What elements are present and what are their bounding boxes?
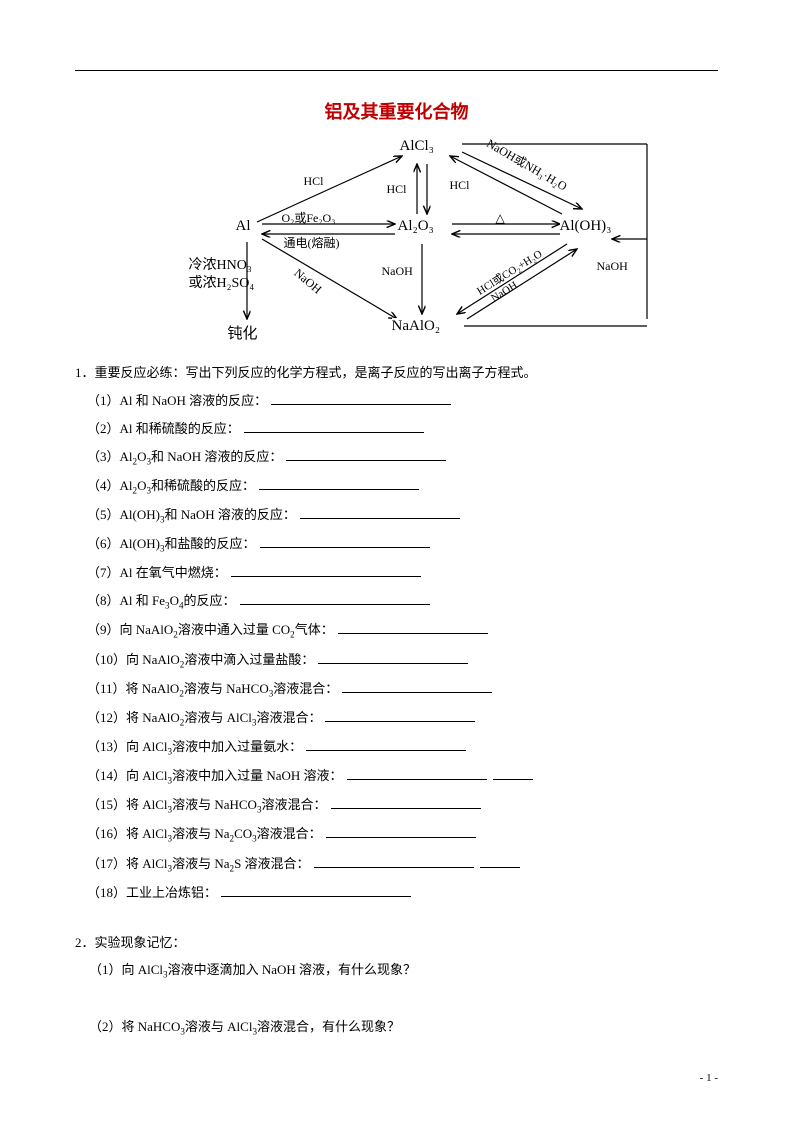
q1-item-text: （15）将 AlCl3溶液与 NaHCO3溶液混合： xyxy=(87,797,327,812)
question-2: 2．实验现象记忆： （1）向 AlCl3溶液中逐滴加入 NaOH 溶液，有什么现… xyxy=(75,929,718,1042)
q1-item-text: （9）向 NaAlO2溶液中通入过量 CO2气体： xyxy=(87,622,334,637)
q1-item: （5）Al(OH)3和 NaOH 溶液的反应： xyxy=(75,501,718,530)
q1-item: （11）将 NaAlO2溶液与 NaHCO3溶液混合： xyxy=(75,675,718,704)
q1-item: （16）将 AlCl3溶液与 Na2CO3溶液混合： xyxy=(75,820,718,849)
answer-blank[interactable] xyxy=(325,709,475,722)
q1-item: （8）Al 和 Fe3O4的反应： xyxy=(75,587,718,616)
answer-blank[interactable] xyxy=(271,392,451,405)
q1-item-text: （12）将 NaAlO2溶液与 AlCl3溶液混合： xyxy=(87,710,321,725)
node-aloh3: Al(OH)₃ xyxy=(560,218,612,235)
node-passivation: 钝化 xyxy=(228,322,258,343)
q1-item-text: （1）Al 和 NaOH 溶液的反应： xyxy=(87,393,267,408)
answer-blank[interactable] xyxy=(318,651,468,664)
lbl-delta: △ xyxy=(496,211,505,226)
q1-item-text: （14）向 AlCl3溶液中加入过量 NaOH 溶液： xyxy=(87,768,343,783)
answer-blank[interactable] xyxy=(300,506,460,519)
answer-blank[interactable] xyxy=(314,855,474,868)
node-al: Al xyxy=(236,218,251,235)
lbl-electrolysis: 通电(熔融) xyxy=(284,234,340,251)
node-naalo2: NaAlO₂ xyxy=(392,318,441,335)
lbl-cold-hno3: 冷浓HNO₃ xyxy=(189,254,252,274)
answer-blank[interactable] xyxy=(480,855,520,868)
question-1: 1．重要反应必练：写出下列反应的化学方程式，是离子反应的写出离子方程式。 （1）… xyxy=(75,359,718,907)
answer-blank[interactable] xyxy=(286,448,446,461)
answer-blank[interactable] xyxy=(260,535,430,548)
q1-item: （17）将 AlCl3溶液与 Na2S 溶液混合： xyxy=(75,850,718,879)
q2-prompt: 2．实验现象记忆： xyxy=(75,929,718,956)
q1-item-text: （16）将 AlCl3溶液与 Na2CO3溶液混合： xyxy=(87,826,322,841)
q1-item: （1）Al 和 NaOH 溶液的反应： xyxy=(75,387,718,415)
reaction-diagram: AlCl₃ Al Al₂O₃ Al(OH)₃ 钝化 NaAlO₂ HCl HCl… xyxy=(135,134,718,349)
answer-blank[interactable] xyxy=(259,477,419,490)
q1-item: （9）向 NaAlO2溶液中通入过量 CO2气体： xyxy=(75,616,718,645)
lbl-hcl-right: HCl xyxy=(450,178,470,193)
q1-item: （4）Al2O3和稀硫酸的反应： xyxy=(75,472,718,501)
node-alcl3: AlCl₃ xyxy=(400,138,434,155)
q1-item-text: （17）将 AlCl3溶液与 Na2S 溶液混合： xyxy=(87,856,310,871)
q1-item: （14）向 AlCl3溶液中加入过量 NaOH 溶液： xyxy=(75,762,718,791)
node-al2o3: Al₂O₃ xyxy=(398,218,434,235)
q1-item-text: （10）向 NaAlO2溶液中滴入过量盐酸： xyxy=(87,652,314,667)
q1-item-text: （11）将 NaAlO2溶液与 NaHCO3溶液混合： xyxy=(87,681,338,696)
q1-item-text: （13）向 AlCl3溶液中加入过量氨水： xyxy=(87,739,302,754)
q1-item: （18）工业上冶炼铝： xyxy=(75,879,718,907)
answer-blank[interactable] xyxy=(493,767,533,780)
page-number: - 1 - xyxy=(700,1072,718,1084)
q1-item-text: （6）Al(OH)3和盐酸的反应： xyxy=(87,536,256,551)
diagram-arrows xyxy=(192,134,662,349)
answer-blank[interactable] xyxy=(326,825,476,838)
q1-item-text: （8）Al 和 Fe3O4的反应： xyxy=(87,593,236,608)
page-title: 铝及其重要化合物 xyxy=(75,98,718,124)
q1-item: （6）Al(OH)3和盐酸的反应： xyxy=(75,530,718,559)
q1-item: （3）Al2O3和 NaOH 溶液的反应： xyxy=(75,443,718,472)
q1-item: （10）向 NaAlO2溶液中滴入过量盐酸： xyxy=(75,646,718,675)
answer-blank[interactable] xyxy=(342,680,492,693)
q1-item-text: （3）Al2O3和 NaOH 溶液的反应： xyxy=(87,449,282,464)
lbl-o2fe2o3: O₂或Fe₂O₃ xyxy=(282,209,336,226)
q2-item: （1）向 AlCl3溶液中逐滴加入 NaOH 溶液，有什么现象？ xyxy=(75,956,718,985)
lbl-naoh-mid: NaOH xyxy=(382,264,413,279)
answer-blank[interactable] xyxy=(306,738,466,751)
answer-blank[interactable] xyxy=(231,564,421,577)
answer-blank[interactable] xyxy=(338,621,488,634)
q1-item-text: （18）工业上冶炼铝： xyxy=(87,885,217,900)
q1-item: （2）Al 和稀硫酸的反应： xyxy=(75,415,718,443)
answer-blank[interactable] xyxy=(240,592,430,605)
answer-blank[interactable] xyxy=(221,884,411,897)
q1-item: （13）向 AlCl3溶液中加入过量氨水： xyxy=(75,733,718,762)
q1-prompt: 1．重要反应必练：写出下列反应的化学方程式，是离子反应的写出离子方程式。 xyxy=(75,359,718,387)
q1-item-text: （4）Al2O3和稀硫酸的反应： xyxy=(87,478,255,493)
q2-item: （2）将 NaHCO3溶液与 AlCl3溶液混合，有什么现象？ xyxy=(75,1013,718,1042)
answer-blank[interactable] xyxy=(244,420,424,433)
lbl-cold-h2so4: 或浓H₂SO₄ xyxy=(189,272,255,292)
top-rule xyxy=(75,70,718,71)
q1-item: （7）Al 在氧气中燃烧： xyxy=(75,559,718,587)
answer-blank[interactable] xyxy=(331,796,481,809)
answer-blank[interactable] xyxy=(347,767,487,780)
q1-item: （15）将 AlCl3溶液与 NaHCO3溶液混合： xyxy=(75,791,718,820)
q1-item-text: （5）Al(OH)3和 NaOH 溶液的反应： xyxy=(87,507,296,522)
lbl-naoh-right: NaOH xyxy=(597,259,628,274)
q1-item-text: （2）Al 和稀硫酸的反应： xyxy=(87,421,240,436)
q1-item-text: （7）Al 在氧气中燃烧： xyxy=(87,565,227,580)
lbl-hcl-mid: HCl xyxy=(387,182,407,197)
lbl-hcl-left: HCl xyxy=(304,174,324,189)
q1-item: （12）将 NaAlO2溶液与 AlCl3溶液混合： xyxy=(75,704,718,733)
